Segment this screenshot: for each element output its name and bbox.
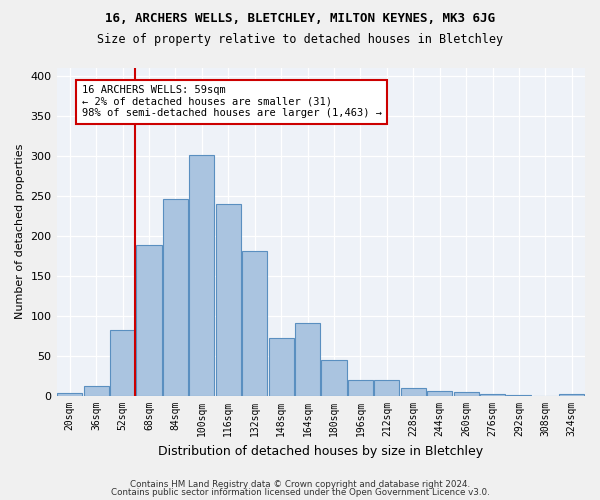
Bar [216, 204, 241, 396]
Bar [83, 386, 109, 396]
Bar [322, 360, 347, 396]
Text: 16 ARCHERS WELLS: 59sqm
← 2% of detached houses are smaller (31)
98% of semi-det: 16 ARCHERS WELLS: 59sqm ← 2% of detached… [82, 85, 382, 118]
Bar [295, 323, 320, 396]
Bar [401, 388, 426, 396]
Bar [480, 394, 505, 396]
Bar [269, 338, 293, 396]
Text: Contains HM Land Registry data © Crown copyright and database right 2024.: Contains HM Land Registry data © Crown c… [130, 480, 470, 489]
Text: Size of property relative to detached houses in Bletchley: Size of property relative to detached ho… [97, 32, 503, 46]
Bar [374, 380, 400, 396]
Bar [559, 394, 584, 396]
Bar [242, 251, 267, 396]
Y-axis label: Number of detached properties: Number of detached properties [15, 144, 25, 320]
Text: 16, ARCHERS WELLS, BLETCHLEY, MILTON KEYNES, MK3 6JG: 16, ARCHERS WELLS, BLETCHLEY, MILTON KEY… [105, 12, 495, 26]
Bar [190, 155, 214, 396]
Bar [427, 391, 452, 396]
Bar [454, 392, 479, 396]
Bar [163, 199, 188, 396]
Text: Contains public sector information licensed under the Open Government Licence v3: Contains public sector information licen… [110, 488, 490, 497]
Bar [136, 246, 161, 396]
Bar [110, 330, 135, 396]
Bar [348, 380, 373, 396]
X-axis label: Distribution of detached houses by size in Bletchley: Distribution of detached houses by size … [158, 444, 484, 458]
Bar [57, 393, 82, 396]
